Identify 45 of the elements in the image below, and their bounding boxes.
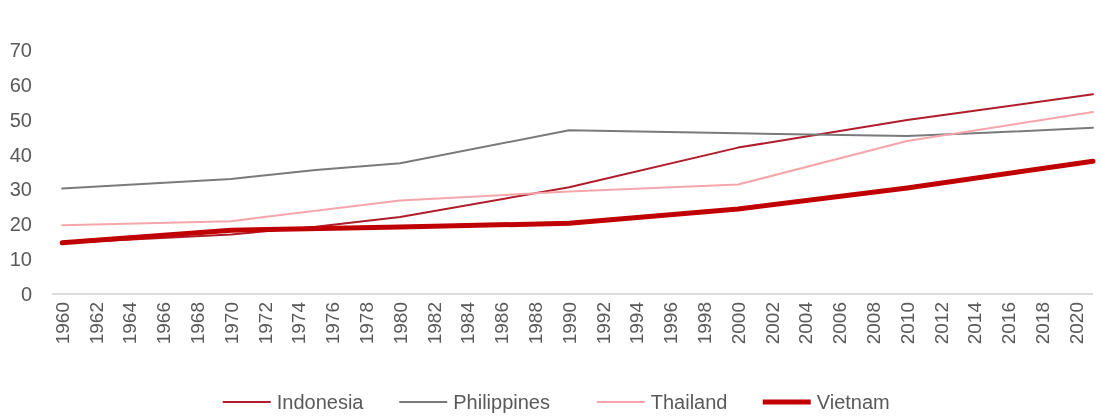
x-tick-label: 1988 [524,302,546,345]
x-tick-label: 1992 [592,302,614,345]
y-tick-label: 30 [9,178,32,201]
x-tick-label: 1974 [288,301,310,345]
x-tick-label: 2010 [896,302,918,345]
x-tick-label: 1982 [423,302,445,345]
line-series [61,126,1094,190]
x-tick-label: 1986 [491,302,513,345]
x-tick-label: 1978 [355,302,377,345]
y-tick-label: 50 [9,108,32,131]
x-tick-label: 2000 [727,302,749,345]
y-tick-label: 0 [20,283,32,305]
x-tick-label: 1976 [322,302,344,345]
x-tick-label: 1994 [626,301,648,345]
x-tick-label: 2004 [795,301,817,345]
x-tick-label: 2002 [761,302,783,345]
x-tick-label: 1990 [558,302,580,345]
y-tick-label: 40 [9,143,32,166]
x-tick-label: 1980 [389,302,411,345]
legend-label: Thailand [650,391,728,413]
x-tick-label: 1996 [660,302,682,345]
x-tick-label: 2016 [998,302,1020,345]
x-tick-label: 2012 [930,302,952,345]
x-tick-label: 1972 [254,302,276,345]
legend-label: Indonesia [276,391,365,413]
y-tick-label: 70 [9,39,32,61]
x-tick-label: 2014 [964,301,986,345]
x-tick-label: 1962 [85,302,107,345]
line-series [61,111,1094,227]
y-tick-label: 60 [9,73,32,96]
x-tick-label: 1964 [119,301,141,345]
legend-label: Vietnam [816,391,890,413]
x-tick-label: 1966 [153,302,175,345]
x-tick-label: 1970 [220,302,242,345]
y-tick-label: 20 [9,213,32,236]
x-tick-label: 2008 [862,302,884,345]
x-tick-label: 1968 [186,302,208,345]
x-tick-label: 1960 [51,302,73,345]
x-tick-label: 2006 [829,302,851,345]
x-tick-label: 1984 [457,301,479,345]
y-tick-label: 10 [9,248,32,271]
x-tick-label: 1998 [693,302,715,345]
legend-label: Philippines [453,391,550,413]
x-tick-label: 2018 [1031,302,1053,345]
x-tick-label: 2020 [1065,302,1087,345]
